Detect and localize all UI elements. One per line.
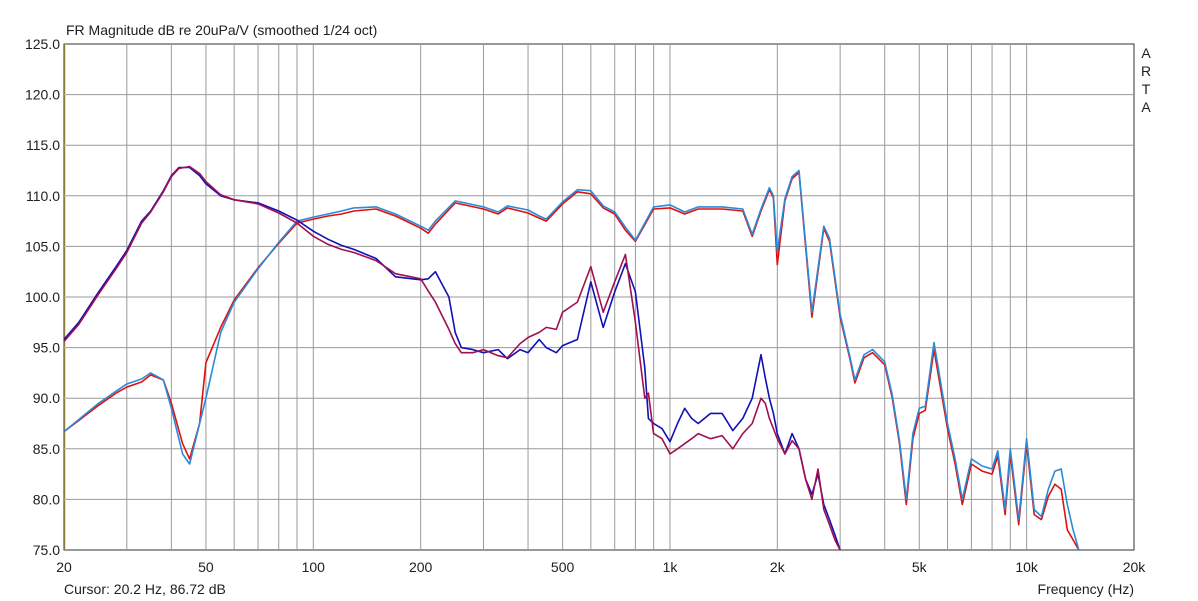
x-tick-label: 100 <box>302 559 326 575</box>
response-curve-3 <box>64 166 841 550</box>
y-tick-label: 125.0 <box>25 36 60 52</box>
y-tick-labels: 125.0 120.0 115.0 110.0 105.0 100.0 95.0 90.0 85… <box>25 36 60 558</box>
y-tick-label: 105.0 <box>25 238 60 254</box>
x-tick-label: 20 <box>56 559 72 575</box>
y-tick-label: 100.0 <box>25 289 60 305</box>
x-tick-label: 200 <box>409 559 433 575</box>
x-tick-label: 20k <box>1123 559 1147 575</box>
x-tick-labels: 20 50 100 200 500 1k 2k 5k 10k 20k <box>56 559 1146 575</box>
x-tick-label: 500 <box>551 559 575 575</box>
y-tick-label: 115.0 <box>26 137 60 153</box>
x-axis-label: Frequency (Hz) <box>1037 581 1134 597</box>
y-tick-label: 90.0 <box>33 390 60 406</box>
x-tick-label: 1k <box>663 559 679 575</box>
response-curves <box>64 165 1080 550</box>
x-tick-label: 10k <box>1015 559 1039 575</box>
arta-watermark: ARTA <box>1140 45 1152 115</box>
y-tick-label: 75.0 <box>33 542 60 558</box>
response-curve-2 <box>64 169 1080 550</box>
y-tick-label: 120.0 <box>25 87 60 103</box>
cursor-readout: Cursor: 20.2 Hz, 86.72 dB <box>64 581 226 597</box>
chart-title: FR Magnitude dB re 20uPa/V (smoothed 1/2… <box>66 22 378 38</box>
y-tick-label: 110.0 <box>26 188 60 204</box>
y-tick-label: 95.0 <box>33 340 60 356</box>
x-tick-label: 5k <box>912 559 928 575</box>
grid-lines <box>64 44 1134 550</box>
x-tick-label: 50 <box>198 559 214 575</box>
x-tick-label: 2k <box>770 559 786 575</box>
response-curve-4 <box>64 165 841 550</box>
y-tick-label: 80.0 <box>33 491 60 507</box>
y-tick-label: 85.0 <box>33 441 60 457</box>
